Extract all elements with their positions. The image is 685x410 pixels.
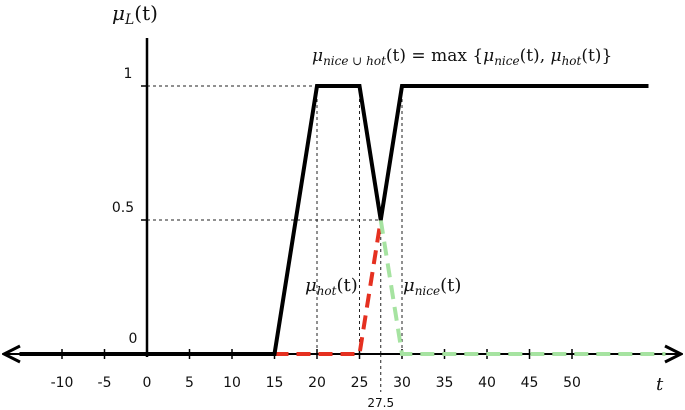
x-tick-label: 15	[266, 375, 284, 391]
x-tick-label: -10	[51, 375, 74, 391]
x-tick-label: 5	[185, 375, 194, 391]
guide-lines	[147, 85, 403, 354]
x-axis-label: t	[656, 374, 664, 395]
y-tick-label: 0.5	[112, 200, 134, 216]
x-tick-label: 30	[393, 375, 411, 391]
x-tick-label: 25	[351, 375, 369, 391]
series-line-0	[274, 219, 383, 356]
y-tick-label: 1	[124, 66, 133, 82]
y-axis-label: μL(t)	[112, 1, 158, 28]
series-line-1	[378, 219, 666, 356]
hot-series-label: μhot(t)	[305, 275, 358, 298]
x-tick-label: 20	[308, 375, 326, 391]
x-tick-label: 40	[478, 375, 496, 391]
x-tick-label: -5	[98, 375, 112, 391]
union-formula: μnice ∪ hot(t) = max {μnice(t), μhot(t)}	[312, 46, 612, 68]
tick-labels: -10 -5 0 5 10 15 20 25 30 35 40 45 50 27.5 0 0.5 1	[51, 66, 581, 410]
x-tick-label: 35	[436, 375, 454, 391]
x-tick-label: 10	[223, 375, 241, 391]
union-line	[19, 84, 649, 356]
x-tick-label: 45	[521, 375, 539, 391]
y-tick-label: 0	[129, 331, 138, 347]
series-layer	[19, 84, 666, 356]
x-tick-label-extra: 27.5	[367, 396, 394, 410]
nice-series-label: μnice(t)	[403, 275, 461, 298]
x-tick-label: 0	[143, 375, 152, 391]
x-tick-label: 50	[563, 375, 581, 391]
